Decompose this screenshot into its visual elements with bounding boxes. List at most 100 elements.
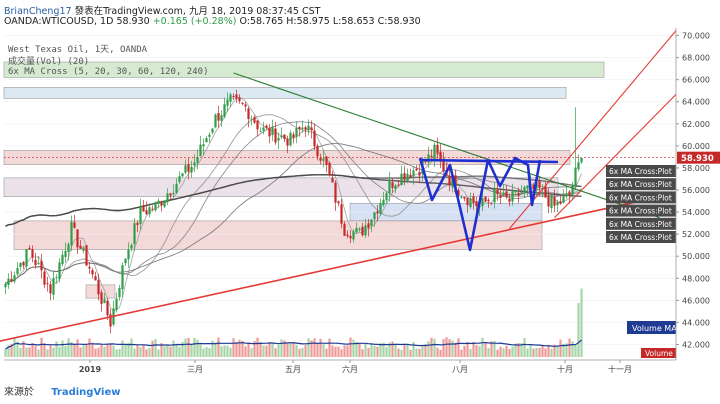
candle-body: [40, 260, 43, 271]
volume-ma-tag: [627, 321, 682, 334]
candle-body: [346, 234, 349, 237]
candle-body: [331, 177, 334, 183]
candle-body: [10, 278, 13, 282]
volume-bar: [202, 348, 205, 357]
tradingview-logo[interactable]: TradingView: [51, 387, 121, 398]
volume-bar: [142, 344, 145, 357]
volume-bar: [496, 349, 499, 357]
y-tick-label: 44.000: [682, 318, 710, 327]
author-name[interactable]: BrianCheng17: [4, 6, 72, 17]
candle-body: [82, 247, 85, 251]
candle-body: [250, 118, 253, 120]
volume-bar: [397, 348, 400, 357]
candle-body: [340, 204, 343, 224]
candle-body: [400, 173, 403, 185]
volume-bar: [241, 340, 244, 357]
candle-body: [439, 151, 442, 161]
volume-bar: [415, 348, 418, 357]
candle-body: [313, 130, 316, 147]
candle-body: [463, 197, 466, 199]
candle-body: [166, 193, 169, 203]
candle-body: [568, 191, 571, 196]
volume-bar: [535, 347, 538, 357]
candle-body: [181, 173, 184, 177]
volume-bar: [187, 337, 190, 357]
candle-body: [151, 208, 154, 210]
candle-body: [106, 300, 109, 316]
candle-body: [22, 261, 25, 266]
candle-body: [391, 182, 394, 188]
ohlc-values: O:58.765 H:58.975 L:58.653 C:58.930: [239, 16, 421, 27]
volume-bar: [43, 343, 46, 357]
volume-bar: [244, 346, 247, 357]
volume-bar: [238, 339, 241, 357]
volume-bar: [493, 340, 496, 357]
volume-bar: [352, 339, 355, 357]
candle-body: [244, 104, 247, 107]
volume-bar: [355, 342, 358, 357]
candle-body: [229, 94, 232, 102]
candle-body: [55, 277, 58, 279]
candle-body: [304, 127, 307, 130]
y-tick-label: 60.000: [682, 142, 710, 151]
y-tick-label: 70.000: [682, 32, 710, 41]
candle-body: [502, 192, 505, 196]
candle-body: [580, 158, 583, 163]
volume-bar: [289, 343, 292, 357]
candle-body: [25, 248, 28, 267]
volume-bar: [481, 337, 484, 357]
volume-bar: [13, 337, 16, 357]
candle-body: [145, 210, 148, 214]
candle-body: [265, 125, 268, 128]
candle-body: [550, 195, 553, 209]
volume-bar: [82, 345, 85, 357]
volume-bar: [88, 338, 91, 357]
volume-ma-tag-label: Volume MA: [632, 324, 677, 333]
candle-body: [127, 249, 130, 260]
volume-bar: [154, 339, 157, 357]
volume-bar: [112, 345, 115, 357]
ma-line-240: [5, 174, 582, 227]
candle-body: [355, 227, 358, 233]
candle-body: [238, 97, 241, 102]
volume-bar: [37, 349, 40, 357]
candle-body: [508, 198, 511, 202]
volume-bar: [466, 342, 469, 357]
candle-body: [379, 203, 382, 214]
y-tick-label: 46.000: [682, 296, 710, 305]
candle-body: [430, 155, 433, 158]
volume-bar: [298, 348, 301, 357]
volume-bar: [124, 344, 127, 357]
volume-bar: [292, 342, 295, 357]
candle-body: [34, 259, 37, 266]
volume-bar: [40, 337, 43, 357]
candle-body: [574, 167, 577, 186]
volume-bar: [256, 337, 259, 357]
volume-bar: [229, 347, 232, 357]
candle-body: [283, 134, 286, 140]
x-tick-label: 十月: [557, 364, 573, 374]
volume-bar: [304, 345, 307, 357]
volume-bar: [520, 343, 523, 357]
candle-body: [223, 104, 226, 117]
candle-body: [94, 276, 97, 281]
candle-body: [298, 127, 301, 130]
volume-bar: [79, 347, 82, 357]
volume-ma-line: [5, 339, 582, 350]
volume-bar: [163, 346, 166, 357]
candle-body: [553, 196, 556, 206]
volume-bar: [424, 344, 427, 357]
candle-body: [436, 144, 439, 154]
volume-bar: [400, 349, 403, 357]
volume-bar: [211, 340, 214, 357]
volume-bar: [526, 348, 529, 357]
ma-cross-tag-label: 6x MA Cross:Plot: [609, 193, 672, 202]
zone-rect: [3, 61, 605, 78]
volume-bar: [121, 340, 124, 357]
volume-bar: [475, 345, 478, 357]
candle-body: [511, 191, 514, 202]
candle-body: [121, 265, 124, 290]
volume-bar: [325, 348, 328, 357]
candle-body: [79, 245, 82, 249]
